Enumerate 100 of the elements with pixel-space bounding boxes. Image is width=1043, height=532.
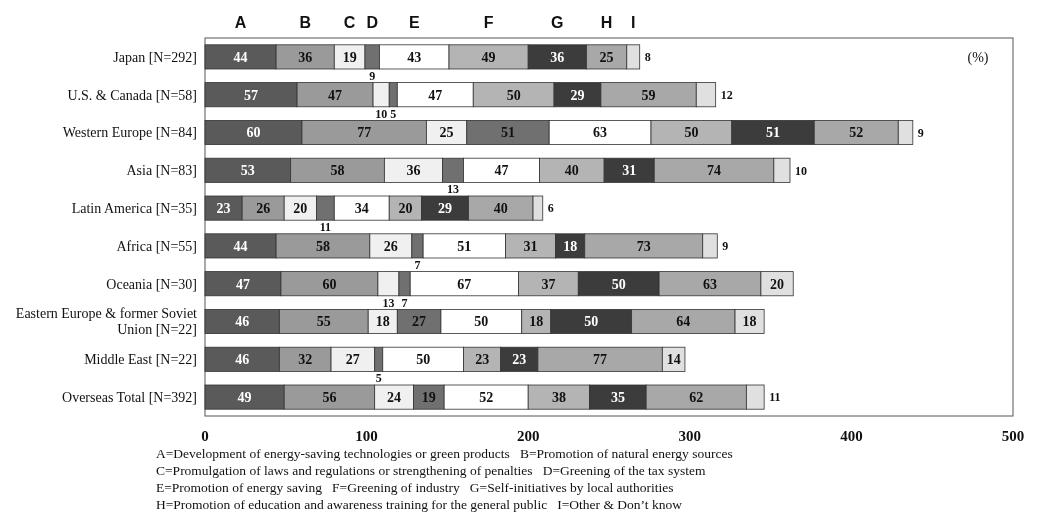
data-label: 50 (506, 87, 521, 103)
data-label: 13 (447, 182, 460, 197)
data-label: 60 (322, 276, 337, 292)
text: C=Promulgation of laws and regulations or strengthening of penalties D=Greening of the tax system (156, 463, 706, 478)
data-label: 63 (703, 276, 717, 292)
data-label: 60 (246, 125, 261, 141)
data-label: 63 (593, 125, 608, 141)
data-label: 5 (390, 106, 397, 121)
text: H=Promotion of education and awareness training for the general public I=Other & Don’t know (156, 497, 683, 512)
data-label: 26 (383, 238, 398, 254)
y-tick-label: Latin America [N=35] (71, 201, 197, 216)
data-label: 9 (369, 69, 376, 83)
data-label: 6 (547, 201, 554, 216)
series-label: A (234, 14, 247, 31)
data-label: 8 (644, 50, 651, 65)
data-label: 58 (330, 163, 345, 179)
data-label: 18 (563, 238, 578, 254)
data-label: 34 (354, 201, 369, 216)
y-tick-label: Japan [N=292] (113, 49, 197, 65)
data-label: 50 (684, 125, 699, 141)
data-label: 26 (256, 201, 271, 216)
data-label: 55 (316, 314, 331, 330)
data-label: 51 (457, 238, 472, 254)
data-label: 47 (328, 87, 343, 103)
annotation: (%) (967, 49, 989, 66)
series-label: I (631, 14, 636, 31)
y-tick-label: Asia [N=83] (126, 163, 197, 179)
data-label: 51 (501, 125, 515, 141)
y-tick-label: Africa [N=55] (116, 238, 197, 254)
series-label: E (408, 14, 420, 31)
data-label: 10 (794, 163, 807, 178)
series-label: F (483, 14, 494, 31)
data-label: 31 (523, 238, 538, 254)
data-label: 50 (611, 276, 626, 292)
data-label: 44 (233, 49, 248, 65)
data-label: 38 (551, 390, 566, 405)
y-tick-label: U.S. & Canada [N=58] (67, 87, 197, 103)
x-tick-label: 500 (1001, 428, 1025, 444)
series-label: H (600, 14, 613, 31)
x-tick-label: 200 (516, 428, 540, 444)
data-label: 7 (414, 258, 421, 272)
data-label: 47 (235, 276, 250, 292)
data-label: 56 (322, 390, 337, 405)
data-label: 77 (357, 125, 372, 141)
data-label: 18 (529, 314, 544, 330)
y-tick-label: Western Europe [N=84] (62, 125, 197, 141)
y-tick-label: Oceania [N=30] (106, 276, 197, 292)
data-label: 27 (345, 352, 360, 368)
data-label: 25 (599, 49, 614, 65)
y-tick-label: Eastern Europe & former Soviet Union [N=22] (15, 306, 198, 338)
data-label: 24 (387, 390, 402, 405)
data-label: 20 (293, 201, 308, 216)
data-label: 73 (636, 238, 651, 254)
data-label: 18 (742, 314, 757, 330)
data-label: 50 (474, 314, 489, 330)
data-label: 46 (235, 352, 250, 368)
data-label: 27 (412, 314, 427, 330)
data-label: 12 (720, 87, 733, 102)
data-label: 7 (401, 295, 408, 310)
data-label: 19 (421, 390, 436, 405)
data-label: 51 (766, 125, 781, 141)
y-tick-label: Overseas Total [N=392] (62, 390, 197, 405)
data-label: 74 (707, 163, 722, 179)
data-label: 23 (475, 352, 490, 368)
x-tick-label: 0 (201, 428, 209, 444)
data-label: 20 (398, 201, 413, 216)
data-label: 14 (666, 352, 681, 368)
data-label: 67 (457, 276, 472, 292)
data-label: 64 (676, 314, 691, 330)
data-label: 18 (375, 314, 390, 330)
data-label: 36 (406, 163, 421, 179)
data-label: 23 (512, 352, 527, 368)
y-tick-label: Middle East [N=22] (84, 352, 197, 368)
data-label: 31 (622, 163, 637, 179)
data-label: 36 (550, 49, 565, 65)
data-label: 9 (722, 239, 729, 254)
data-label: 29 (437, 201, 452, 216)
data-label: 50 (416, 352, 431, 368)
data-label: 58 (315, 238, 330, 254)
series-label: C (343, 14, 356, 31)
data-label: 77 (593, 352, 608, 368)
data-label: 59 (641, 87, 656, 103)
data-label: 50 (584, 314, 599, 330)
text: A=Development of energy-saving technologies or green products B=Promotion of natural energy sources (156, 446, 733, 461)
data-label: 29 (570, 87, 585, 103)
data-label: 53 (240, 163, 255, 179)
data-label: 40 (564, 163, 579, 179)
data-label: 36 (298, 49, 313, 65)
data-label: 44 (233, 238, 248, 254)
series-label: B (299, 14, 311, 31)
data-label: 23 (216, 201, 231, 216)
data-label: 32 (298, 352, 313, 368)
x-tick-label: 400 (840, 428, 863, 444)
data-label: 46 (235, 314, 250, 330)
data-label: 40 (493, 201, 508, 216)
x-tick-label: 100 (355, 428, 378, 444)
data-label: 11 (769, 390, 781, 405)
data-label: 47 (428, 87, 443, 103)
data-label: 20 (770, 276, 785, 292)
data-label: 5 (375, 371, 382, 386)
